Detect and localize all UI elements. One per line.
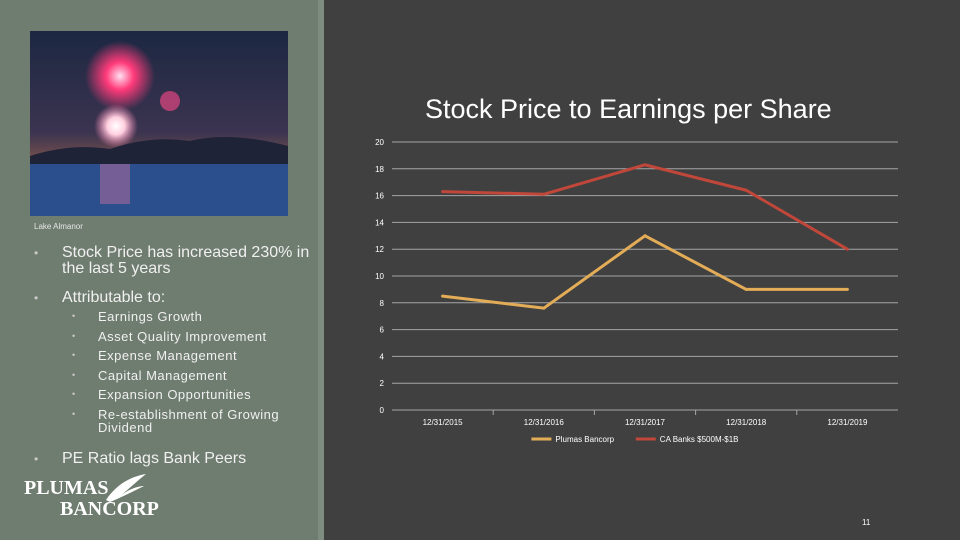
y-tick-label: 16: [375, 192, 384, 201]
y-tick-label: 10: [375, 272, 384, 281]
bullet-dot-icon: •: [34, 291, 39, 305]
bullet-text: Stock Price has increased 230% in the la…: [62, 244, 310, 277]
x-tick-label: 12/31/2018: [726, 418, 767, 427]
fireworks-image: [30, 31, 288, 216]
y-tick-label: 14: [375, 218, 384, 227]
bullet-dot-icon: •: [72, 389, 76, 399]
sub-bullet-text: Expense Management: [98, 348, 238, 363]
data-point: [643, 163, 647, 167]
data-point: [542, 306, 546, 310]
y-tick-label: 4: [380, 352, 385, 361]
sub-bullet-text: Asset Quality Improvement: [98, 329, 267, 344]
data-point: [441, 190, 445, 194]
bullet-dot-icon: •: [72, 370, 76, 380]
legend-label: CA Banks $500M-$1B: [660, 435, 739, 444]
data-point: [845, 247, 849, 251]
sub-bullet-text: Earnings Growth: [98, 309, 203, 324]
plumas-bancorp-logo: PLUMAS BANCORP: [22, 472, 162, 520]
y-tick-label: 20: [375, 138, 384, 147]
data-point: [744, 287, 748, 291]
y-tick-label: 0: [380, 406, 385, 415]
right-panel: [324, 0, 960, 540]
logo-line1: PLUMAS: [24, 477, 108, 499]
data-point: [441, 294, 445, 298]
x-tick-label: 12/31/2015: [423, 418, 464, 427]
bullet-text: Attributable to:: [62, 289, 166, 306]
y-tick-label: 6: [380, 326, 385, 335]
bullet-dot-icon: •: [72, 350, 76, 360]
logo-line2: BANCORP: [60, 498, 159, 520]
sub-bullet-text: Expansion Opportunities: [98, 387, 252, 402]
chart-title: Stock Price to Earnings per Share: [425, 94, 832, 124]
logo-mark: PLUMAS BANCORP: [24, 474, 159, 520]
y-tick-label: 12: [375, 245, 384, 254]
bullet-dot-icon: •: [72, 409, 76, 419]
bullet-dot-icon: •: [72, 331, 76, 341]
bullet-text: PE Ratio lags Bank Peers: [62, 450, 247, 467]
data-point: [643, 234, 647, 238]
panel-divider: [318, 0, 324, 540]
bullet-dot-icon: •: [34, 452, 39, 466]
y-tick-label: 18: [375, 165, 384, 174]
x-tick-label: 12/31/2017: [625, 418, 666, 427]
data-point: [542, 192, 546, 196]
photo-caption: Lake Almanor: [34, 222, 83, 231]
bullet-dot-icon: •: [34, 246, 39, 260]
sub-bullet-text: Re-establishment of Growing Dividend: [98, 407, 280, 435]
y-tick-label: 2: [380, 379, 385, 388]
series-line: [442, 234, 848, 310]
fireworks-photo: [30, 31, 288, 216]
data-point: [744, 188, 748, 192]
bullet-dot-icon: •: [72, 311, 76, 321]
y-tick-label: 8: [380, 299, 385, 308]
slide-number: 11: [862, 518, 871, 527]
x-tick-label: 12/31/2016: [524, 418, 565, 427]
legend-label: Plumas Bancorp: [555, 435, 614, 444]
x-tick-label: 12/31/2019: [827, 418, 868, 427]
data-point: [845, 287, 849, 291]
sub-bullet-text: Capital Management: [98, 368, 227, 383]
